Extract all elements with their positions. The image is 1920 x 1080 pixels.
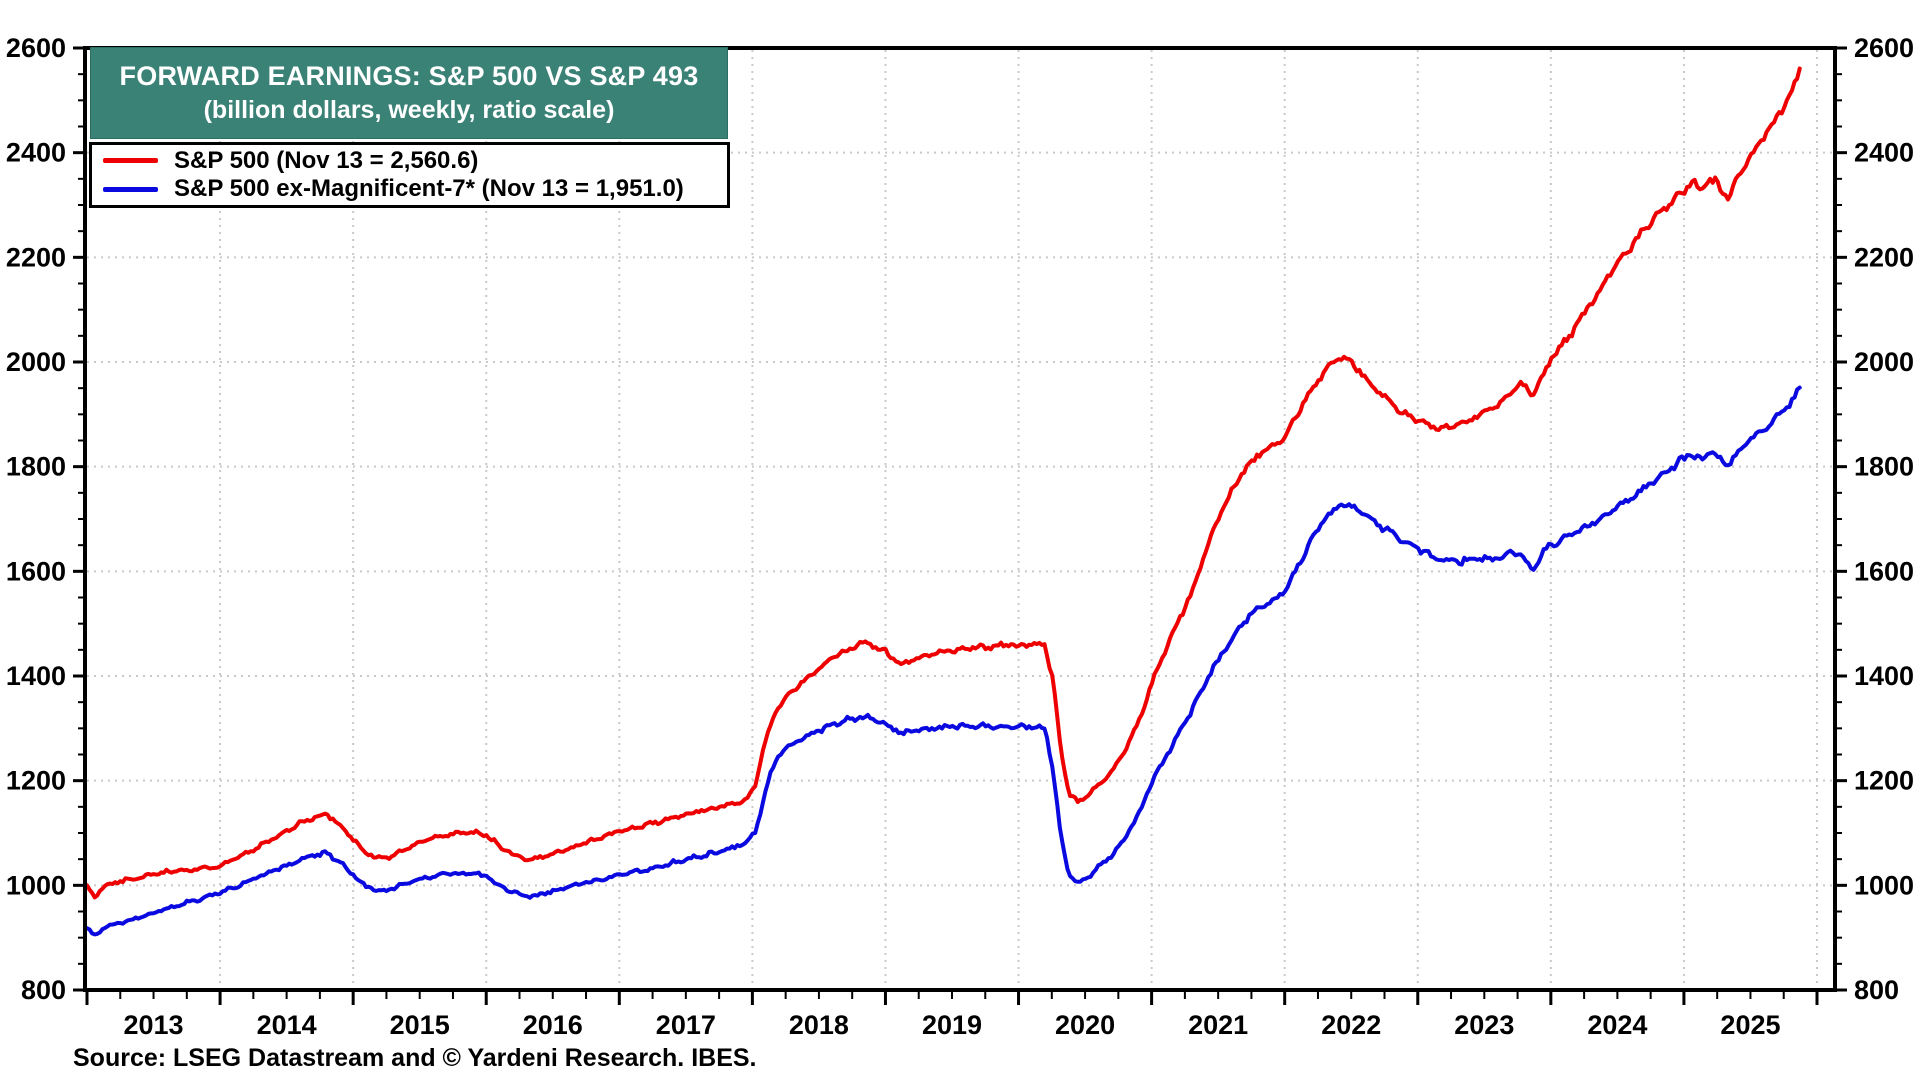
legend: S&P 500 (Nov 13 = 2,560.6) S&P 500 ex-Ma… (89, 142, 730, 208)
sp500-line-swatch-icon (103, 158, 158, 164)
y-axis-tick-label-right: 1800 (1854, 452, 1914, 482)
y-axis-tick-label-left: 2000 (6, 347, 66, 377)
source-note: Source: LSEG Datastream and © Yardeni Re… (73, 1044, 757, 1072)
y-axis-tick-label-left: 2400 (6, 138, 66, 168)
x-axis-year-label: 2015 (390, 1010, 450, 1040)
y-axis-tick-label-right: 1200 (1854, 766, 1914, 796)
legend-label-sp493: S&P 500 ex-Magnificent-7* (Nov 13 = 1,95… (174, 175, 684, 203)
x-axis-year-label: 2014 (257, 1010, 317, 1040)
series-layer (87, 66, 1802, 937)
axis-labels: 800 800 1000 1000 1200 1200 1400 1400 1600 1600 18… (6, 33, 1914, 1040)
legend-item-sp500: S&P 500 (Nov 13 = 2,560.6) (92, 146, 727, 174)
x-axis-year-label: 2025 (1720, 1010, 1780, 1040)
y-axis-tick-label-left: 1600 (6, 556, 66, 586)
y-axis-tick-label-left: 2200 (6, 242, 66, 272)
y-axis-tick-label-right: 2000 (1854, 347, 1914, 377)
x-axis-year-label: 2022 (1321, 1010, 1381, 1040)
x-axis-year-label: 2017 (656, 1010, 716, 1040)
x-axis-year-label: 2023 (1454, 1010, 1514, 1040)
chart-title-box: FORWARD EARNINGS: S&P 500 VS S&P 493 (bi… (90, 47, 728, 139)
y-axis-tick-label-left: 1400 (6, 661, 66, 691)
chart-subtitle: (billion dollars, weekly, ratio scale) (203, 96, 615, 124)
chart-title: FORWARD EARNINGS: S&P 500 VS S&P 493 (119, 61, 699, 91)
legend-item-sp493: S&P 500 ex-Magnificent-7* (Nov 13 = 1,95… (92, 175, 727, 203)
y-axis-tick-label-left: 1800 (6, 452, 66, 482)
y-axis-tick-label-right: 1000 (1854, 870, 1914, 900)
axis-ticks (73, 46, 1847, 1005)
x-axis-year-label: 2020 (1055, 1010, 1115, 1040)
sp493-line-swatch-icon (103, 186, 158, 192)
x-axis-year-label: 2016 (523, 1010, 583, 1040)
sp500-line (87, 66, 1802, 900)
sp493-ex-mag7-line (87, 385, 1802, 937)
y-axis-tick-label-left: 1000 (6, 870, 66, 900)
plot-gridlines (87, 50, 1833, 988)
y-axis-tick-label-right: 2200 (1854, 242, 1914, 272)
x-axis-year-label: 2013 (123, 1010, 183, 1040)
y-axis-tick-label-right: 2400 (1854, 138, 1914, 168)
y-axis-tick-label-right: 2600 (1854, 33, 1914, 63)
y-axis-tick-label-right: 800 (1854, 975, 1899, 1005)
plot-frame (83, 46, 1837, 992)
y-axis-tick-label-right: 1600 (1854, 556, 1914, 586)
x-axis-year-label: 2024 (1587, 1010, 1647, 1040)
y-axis-tick-label-left: 800 (21, 975, 66, 1005)
x-axis-year-label: 2018 (789, 1010, 849, 1040)
x-axis-year-label: 2021 (1188, 1010, 1248, 1040)
y-axis-tick-label-left: 2600 (6, 33, 66, 63)
legend-label-sp500: S&P 500 (Nov 13 = 2,560.6) (174, 146, 479, 174)
y-axis-tick-label-left: 1200 (6, 766, 66, 796)
y-axis-tick-label-right: 1400 (1854, 661, 1914, 691)
x-axis-year-label: 2019 (922, 1010, 982, 1040)
